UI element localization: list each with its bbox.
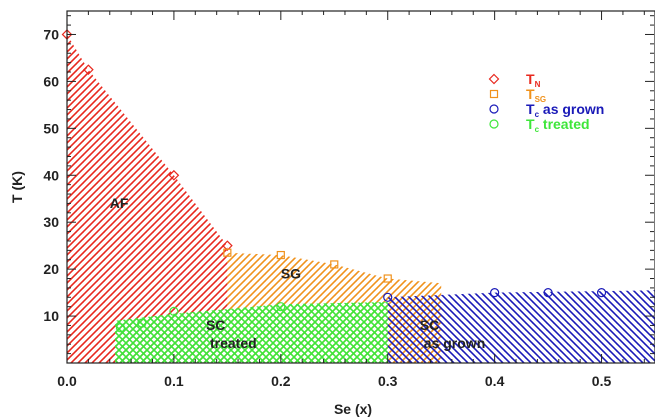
- legend-marker-tn: [488, 73, 500, 85]
- legend-label-tc_treated: Tc treated: [526, 116, 590, 134]
- region-af: [67, 34, 228, 363]
- point-tc_grown: [596, 288, 607, 298]
- point-tc_treated: [137, 318, 147, 328]
- x-tick-label: 0.5: [592, 373, 612, 389]
- plot-frame: [66, 10, 655, 364]
- legend-label-tn: TN: [526, 71, 541, 89]
- phase-regions: [67, 34, 655, 363]
- y-tick-label: 70: [43, 26, 59, 42]
- point-tc_treated: [169, 306, 179, 316]
- point-tc_treated: [276, 302, 286, 312]
- point-tc_grown: [490, 288, 500, 298]
- point-tn: [168, 169, 180, 181]
- y-axis-title: T (K): [9, 171, 25, 203]
- legend-marker-tc_treated: [489, 119, 499, 129]
- region-sc_as_grown: [387, 290, 655, 363]
- region-sc_treated: [115, 302, 388, 363]
- point-tc_grown: [383, 292, 393, 302]
- region-labels: AF SG SC as grown SC treated: [110, 195, 486, 351]
- region-label-af: AF: [110, 195, 129, 211]
- point-tsg: [276, 250, 285, 260]
- y-tick-label: 50: [43, 120, 59, 136]
- point-tc_grown: [543, 288, 553, 298]
- y-tick-label: 30: [43, 214, 59, 230]
- legend-label-tsg: TSG: [526, 86, 546, 104]
- point-tn: [222, 240, 233, 252]
- legend-marker-tsg: [489, 89, 499, 99]
- region-label-sc_treated: SC treated: [206, 317, 257, 351]
- point-tn: [83, 64, 94, 76]
- legend-item-tsg: TSG: [489, 86, 546, 104]
- legend-item-tc_grown: Tc as grown: [489, 101, 604, 119]
- legend-marker-tc_grown: [489, 104, 499, 114]
- x-axis-title: Se (x): [334, 401, 372, 417]
- x-tick-label: 0.4: [485, 373, 505, 389]
- legend-label-tc_grown: Tc as grown: [526, 101, 604, 119]
- y-tick-label: 40: [43, 167, 59, 183]
- legend-item-tc_treated: Tc treated: [489, 116, 590, 134]
- axes: 0.0 0.1 0.2 0.3 0.4 0.5 10 20 30 40 50 60 70 Se (x) T …: [9, 10, 655, 417]
- y-tick-label: 20: [43, 261, 59, 277]
- x-tick-label: 0.0: [57, 373, 77, 389]
- point-tsg: [330, 260, 339, 269]
- x-tick-label: 0.2: [271, 373, 291, 389]
- y-tick-label: 60: [43, 73, 59, 89]
- point-tc_treated: [115, 323, 126, 333]
- point-tsg: [383, 274, 392, 283]
- legend-item-tn: TN: [488, 71, 541, 89]
- point-tsg: [223, 248, 232, 257]
- region-label-sg: SG: [281, 266, 301, 282]
- y-tick-label: 10: [43, 308, 59, 324]
- data-points: [61, 29, 607, 333]
- x-tick-label: 0.3: [378, 373, 398, 389]
- region-label-sc_as_grown: SC as grown: [420, 317, 485, 351]
- x-tick-label: 0.1: [164, 373, 184, 389]
